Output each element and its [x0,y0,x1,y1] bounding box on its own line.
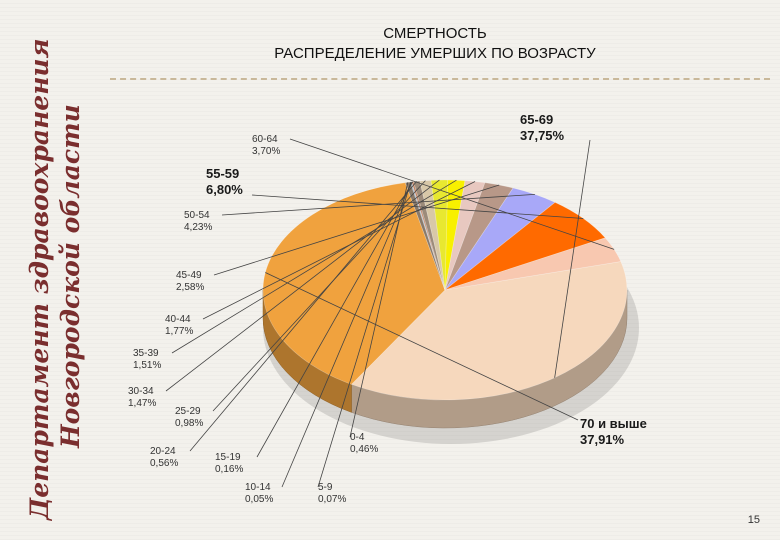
slice-value-45-49: 2,58% [176,282,204,293]
pie-slice-35-39 [444,179,466,291]
slice-label-0-4: 0-4 [350,432,365,443]
leader-line-40-44 [202,181,476,320]
leader-line-50-54 [221,193,535,216]
chart-title: СМЕРТНОСТЬ [383,25,487,42]
slice-label-10-14: 10-14 [245,482,271,493]
leader-line-35-39 [171,179,457,354]
slice-label-25-29: 25-29 [175,406,201,417]
slice-value-10-14: 0,05% [245,494,273,505]
slice-label-20-24: 20-24 [150,446,176,457]
leader-line-25-29 [212,180,426,412]
slice-label-55-59: 55-59 [206,166,239,181]
leader-line-5-9 [317,181,412,488]
slice-label-50-54: 50-54 [184,210,210,221]
leader-line-15-19 [256,181,413,458]
slice-value-70-и-выше: 37,91% [580,432,625,447]
slice-value-5-9: 0,07% [318,494,346,505]
slice-label-60-64: 60-64 [252,134,278,145]
header-divider [110,78,770,80]
slice-value-15-19: 0,16% [215,464,243,475]
slice-label-5-9: 5-9 [318,482,333,493]
pie-slice-60-64 [444,237,622,291]
leader-line-70-и-выше [265,272,579,421]
slice-label-35-39: 35-39 [133,348,159,359]
slice-value-25-29: 0,98% [175,418,203,429]
leader-line-30-34 [165,179,440,392]
slice-label-45-49: 45-49 [176,270,202,281]
slice-label-15-19: 15-19 [215,452,241,463]
leader-line-10-14 [281,181,412,488]
slice-label-70-и-выше: 70 и выше [580,416,647,431]
slice-label-65-69: 65-69 [520,112,553,127]
chart-title-block: СМЕРТНОСТЬ РАСПРЕДЕЛЕНИЕ УМЕРШИХ ПО ВОЗР… [200,24,670,64]
slice-label-30-34: 30-34 [128,386,154,397]
page-number: 15 [747,514,760,526]
pie-slice-40-44 [444,180,486,291]
slice-value-50-54: 4,23% [184,222,212,233]
slice-value-65-69: 37,75% [520,128,565,143]
slice-value-40-44: 1,77% [165,326,193,337]
slice-value-0-4: 0,46% [350,444,378,455]
slice-value-35-39: 1,51% [133,360,161,371]
slice-value-60-64: 3,70% [252,146,280,157]
slice-value-20-24: 0,56% [150,458,178,469]
leader-line-65-69 [554,139,591,378]
chart-subtitle: РАСПРЕДЕЛЕНИЕ УМЕРШИХ ПО ВОЗРАСТУ [274,45,596,62]
slice-value-55-59: 6,80% [206,182,243,197]
slice-value-30-34: 1,47% [128,398,156,409]
leader-line-60-64 [289,138,615,250]
leader-line-55-59 [251,194,584,219]
slice-label-40-44: 40-44 [165,314,191,325]
